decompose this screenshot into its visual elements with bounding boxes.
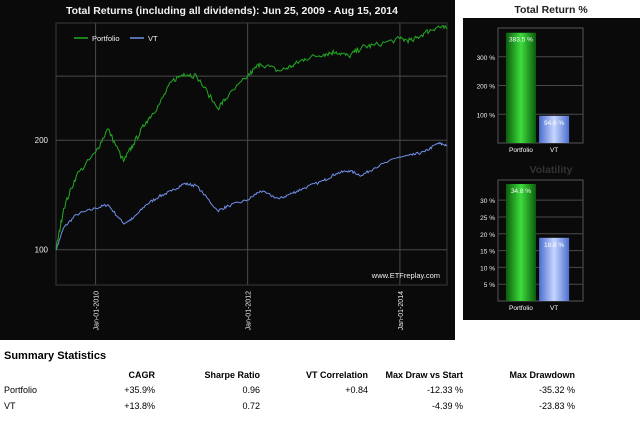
main-chart-background <box>0 0 455 340</box>
series-line-portfolio <box>55 24 448 250</box>
total-return-y-tick-label: 300 % <box>477 55 496 62</box>
stats-header-cagr: CAGR <box>128 370 156 380</box>
total-return-y-tick-label: 100 % <box>477 112 496 119</box>
total-return-panel <box>463 18 640 168</box>
watermark-text: www.ETFreplay.com <box>371 271 440 280</box>
volatility-y-tick-label: 20 % <box>480 232 495 239</box>
main-x-tick-label: Jan-01-2010 <box>94 291 101 330</box>
total-return-bar-portfolio <box>505 32 536 143</box>
legend-portfolio-label: Portfolio <box>92 34 120 43</box>
main-y-axis: 100 200 <box>35 136 49 255</box>
main-chart-title: Total Returns (including all dividends):… <box>66 5 398 17</box>
volatility-y-tick-label: 10 % <box>480 265 495 272</box>
volatility-bars: 5 % 10 % 15 % 20 % 25 % 30 % 34.8 % Portfolio 18… <box>480 179 584 312</box>
volatility-title: Volatility <box>530 164 573 176</box>
stats-row-label: VT <box>4 401 16 411</box>
volatility-value-label: 34.8 % <box>511 188 531 195</box>
stats-header-maxdraw-start: Max Draw vs Start <box>385 370 463 380</box>
volatility-y-tick-label: 25 % <box>480 215 495 222</box>
volatility-value-label: 18.8 % <box>544 242 564 249</box>
volatility-category-label: Portfolio <box>509 305 533 312</box>
series-line-vt <box>55 141 448 251</box>
total-return-category-label: Portfolio <box>509 147 533 154</box>
stats-correlation <box>260 398 368 414</box>
volatility-bar-portfolio <box>505 184 536 301</box>
total-return-category-label: VT <box>550 147 558 154</box>
stats-maxdraw-start: -4.39 % <box>431 401 463 411</box>
main-series-lines <box>55 24 448 251</box>
stats-correlation: +0.84 <box>345 385 368 395</box>
stats-cagr: +35.9% <box>124 385 155 395</box>
stats-maxdrawdown: -35.32 % <box>538 385 575 395</box>
main-y-tick-label: 200 <box>35 136 49 145</box>
total-return-y-tick-label: 200 % <box>477 84 496 91</box>
volatility-y-tick-label: 5 % <box>484 282 495 289</box>
volatility-y-tick-label: 15 % <box>480 249 495 256</box>
stats-cagr: +13.8% <box>124 401 155 411</box>
stats-header-sharpe: Sharpe Ratio <box>204 370 260 380</box>
summary-statistics-table: CAGR Sharpe Ratio VT Correlation Max Dra… <box>0 368 575 414</box>
stats-header-correlation: VT Correlation <box>305 370 368 380</box>
stats-header-maxdrawdown: Max Drawdown <box>509 370 575 380</box>
main-x-tick-label: Jan-01-2014 <box>398 291 405 330</box>
total-return-value-label: 94.6 % <box>544 120 564 127</box>
side-bar-charts: Total Return % Volatility 100 % 200 % 300 … <box>463 0 640 340</box>
stats-sharpe: 0.72 <box>242 401 260 411</box>
stats-header-row: CAGR Sharpe Ratio VT Correlation Max Dra… <box>0 368 576 382</box>
volatility-category-label: VT <box>550 305 558 312</box>
stats-row-portfolio: Portfolio +35.9% 0.96 +0.84 -12.33 % -35… <box>0 382 575 398</box>
total-return-value-label: 383.5 % <box>509 37 533 44</box>
legend-vt-label: VT <box>148 34 158 43</box>
total-return-bars: 100 % 200 % 300 % 383.5 % Portfolio 94.6 % VT <box>477 27 584 154</box>
stats-row-vt: VT +13.8% 0.72 -4.39 % -23.83 % <box>0 398 575 414</box>
total-returns-chart: Total Returns (including all dividends):… <box>0 0 455 340</box>
stats-sharpe: 0.96 <box>242 385 260 395</box>
stats-maxdrawdown: -23.83 % <box>538 401 575 411</box>
stats-row-label: Portfolio <box>4 385 38 395</box>
total-return-title: Total Return % <box>514 4 588 16</box>
summary-statistics-title: Summary Statistics <box>4 350 107 362</box>
main-y-tick-label: 100 <box>35 246 49 255</box>
main-grid <box>56 23 447 285</box>
main-x-axis: Jan-01-2010 Jan-01-2012 Jan-01-2014 <box>94 291 405 330</box>
volatility-bar-vt <box>539 237 570 301</box>
main-x-tick-label: Jan-01-2012 <box>246 291 253 330</box>
stats-header-blank <box>0 368 100 382</box>
summary-statistics: Summary Statistics CAGR Sharpe Ratio VT … <box>0 350 640 435</box>
stats-maxdraw-start: -12.33 % <box>426 385 463 395</box>
total-return-bar-vt <box>539 115 570 143</box>
main-legend: Portfolio VT <box>74 34 158 43</box>
volatility-y-tick-label: 30 % <box>480 198 495 205</box>
main-plot-border <box>55 22 448 286</box>
